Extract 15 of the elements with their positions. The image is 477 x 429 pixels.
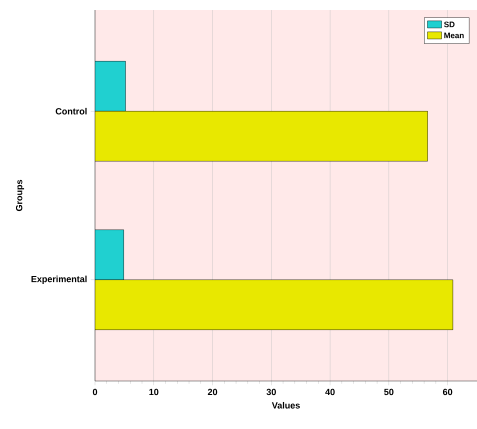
x-axis-title: Values xyxy=(272,402,300,409)
x-tick-label: 10 xyxy=(149,388,158,396)
x-tick-label: 40 xyxy=(325,388,335,396)
bar xyxy=(95,110,428,162)
x-tick-label: 50 xyxy=(384,388,394,396)
y-axis-title: Groups xyxy=(16,180,24,212)
y-tick-label: Control xyxy=(56,108,87,114)
bar xyxy=(95,280,454,330)
y-tick-label: Experimental xyxy=(32,276,87,284)
x-tick-label: 0 xyxy=(92,388,98,396)
x-tick-label: 20 xyxy=(208,388,218,396)
x-tick-label: 30 xyxy=(266,388,276,396)
bar xyxy=(95,230,124,280)
bar xyxy=(95,60,126,112)
x-tick-label: 60 xyxy=(442,388,452,396)
